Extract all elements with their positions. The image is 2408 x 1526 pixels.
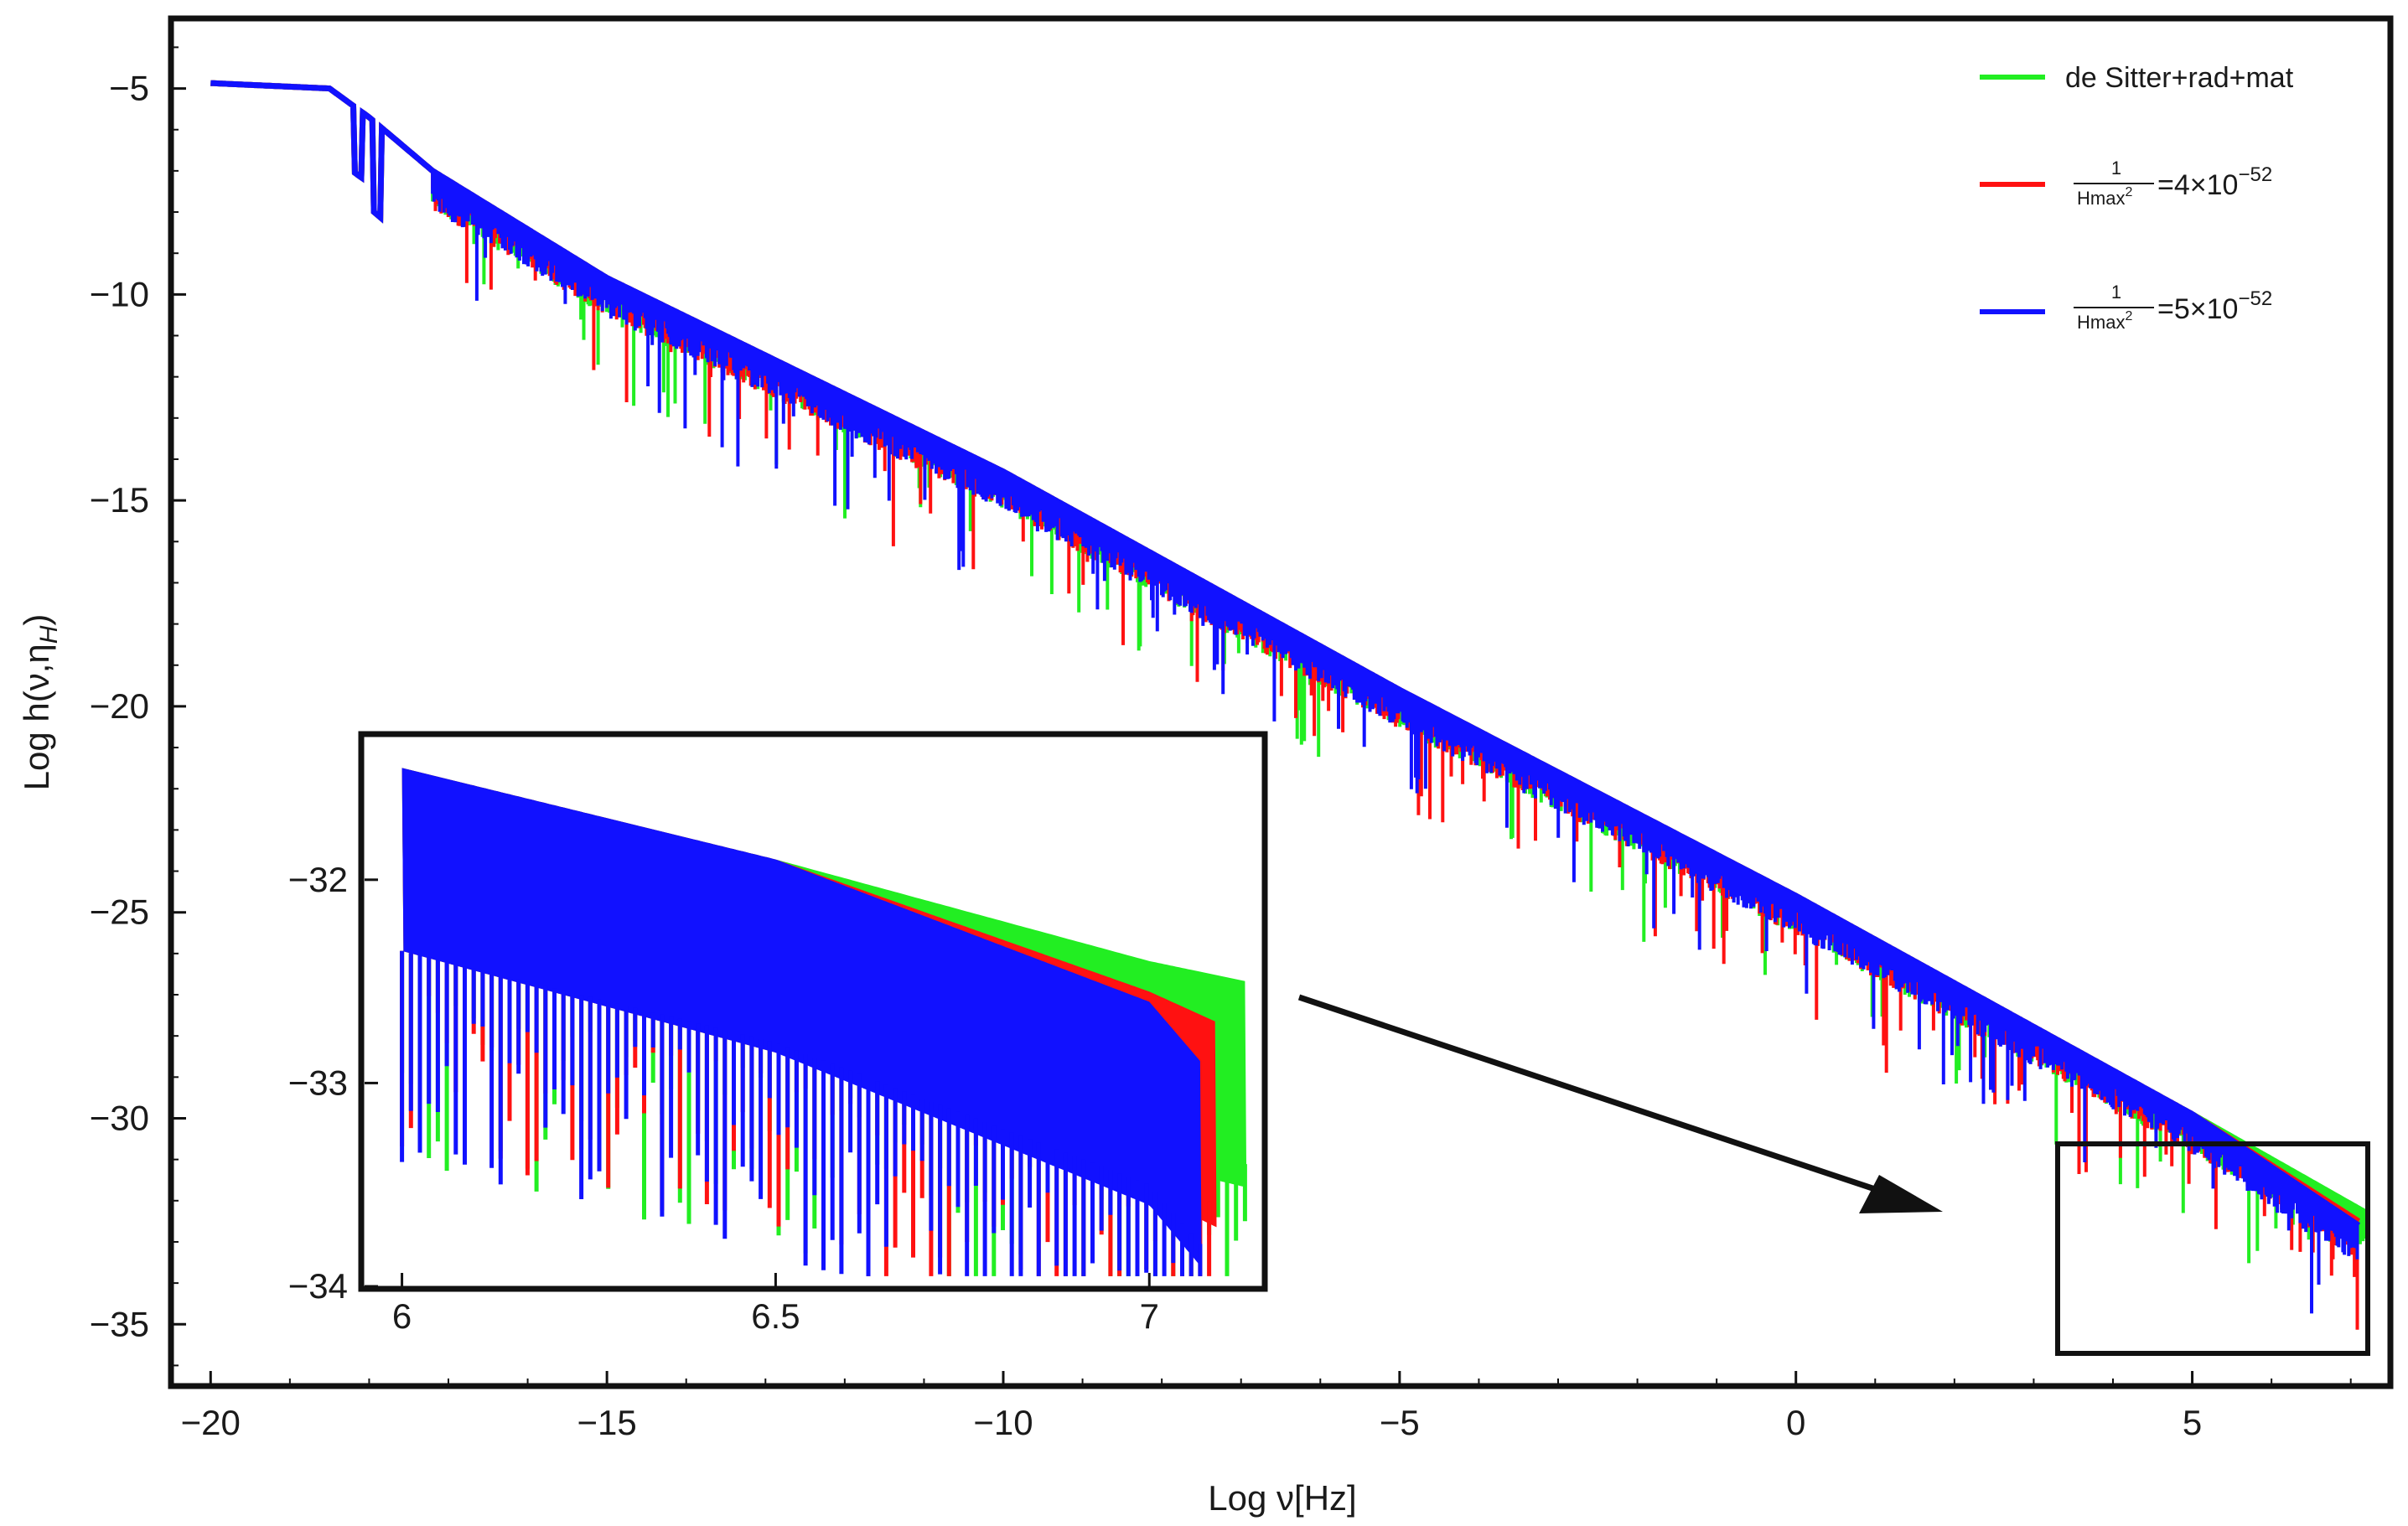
x-tick-label: −5 bbox=[1380, 1403, 1420, 1442]
main-series-group bbox=[210, 80, 2369, 1330]
inset-x-tick-label: 6 bbox=[392, 1296, 412, 1336]
inset-axes: 6 6.5 7 −32 −33 −34 bbox=[288, 860, 1159, 1336]
plot-frame bbox=[168, 15, 2394, 1389]
inset-y-tick-label: −34 bbox=[288, 1266, 348, 1306]
y-tick-label: −10 bbox=[90, 274, 149, 313]
inset-frame bbox=[358, 731, 1268, 1292]
legend-entry-hmax-4e-52: 1 Hmax2 =4×10−52 bbox=[1980, 158, 2272, 209]
x-axis-title: Log ν[Hz] bbox=[1208, 1478, 1356, 1518]
inset-series-spikes-2 bbox=[400, 950, 1203, 1276]
x-tick-label: −10 bbox=[973, 1403, 1033, 1442]
legend-label-value: =4×10−52 bbox=[2157, 163, 2272, 201]
inset-y-tick-label: −33 bbox=[288, 1063, 348, 1102]
y-tick-label: −25 bbox=[90, 892, 149, 932]
y-tick-label: −20 bbox=[90, 686, 149, 726]
y-axis-title: Log h(ν,ηH) bbox=[17, 614, 63, 791]
y-tick-label: −30 bbox=[90, 1098, 149, 1137]
y-tick-label: −15 bbox=[90, 480, 149, 520]
main-axes: −20 −15 −10 −5 0 5 −5 −10 −15 −20 −25 −30 −35 bbox=[90, 46, 2352, 1442]
legend-label-value: =5×10−52 bbox=[2157, 287, 2272, 325]
x-tick-label: −20 bbox=[181, 1403, 241, 1442]
inset-x-tick-label: 6.5 bbox=[751, 1296, 800, 1336]
zoom-region-box bbox=[2055, 1141, 2370, 1356]
legend-fraction-denominator: Hmax2 bbox=[2077, 309, 2132, 333]
x-tick-label: −15 bbox=[577, 1403, 637, 1442]
y-tick-label: −5 bbox=[109, 69, 149, 108]
y-tick-label: −35 bbox=[90, 1304, 149, 1343]
x-tick-label: 5 bbox=[2183, 1403, 2202, 1442]
inset-y-tick-label: −32 bbox=[288, 860, 348, 899]
series-oscillation-2 bbox=[431, 170, 2359, 1314]
legend-entry-de-sitter: de Sitter+rad+mat bbox=[1980, 62, 2294, 94]
zoom-arrow bbox=[1297, 994, 1943, 1213]
legend: de Sitter+rad+mat 1 Hmax2 =4×10−52 1 Hma… bbox=[1980, 62, 2294, 333]
legend-fraction-denominator: Hmax2 bbox=[2077, 185, 2132, 209]
inset-series-group bbox=[400, 768, 1247, 1276]
inset-x-tick-label: 7 bbox=[1140, 1296, 1159, 1336]
x-tick-label: 0 bbox=[1786, 1403, 1805, 1442]
legend-entry-hmax-5e-52: 1 Hmax2 =5×10−52 bbox=[1980, 282, 2272, 333]
legend-fraction-numerator: 1 bbox=[2111, 158, 2121, 178]
legend-label-de-sitter: de Sitter+rad+mat bbox=[2065, 62, 2294, 94]
legend-fraction-numerator: 1 bbox=[2111, 282, 2121, 303]
